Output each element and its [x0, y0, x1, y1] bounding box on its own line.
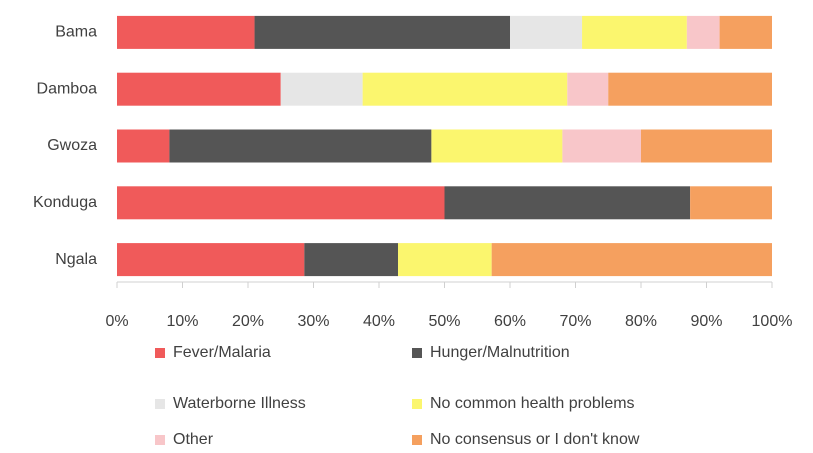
x-tick-label: 0% — [105, 313, 128, 330]
bar-segment — [431, 129, 563, 163]
bar-segment — [117, 243, 305, 277]
x-tick-label: 70% — [559, 313, 591, 330]
legend-swatch — [412, 399, 422, 409]
legend-label: No consensus or I don't know — [430, 431, 640, 448]
legend-swatch — [412, 348, 422, 358]
x-tick-label: 40% — [363, 313, 395, 330]
legend-swatch — [412, 435, 422, 445]
bar-segment — [362, 72, 568, 106]
bar-segment — [444, 186, 691, 220]
y-tick-label: Damboa — [37, 80, 98, 97]
y-tick-label: Konduga — [33, 194, 97, 211]
bar-segment — [117, 186, 445, 220]
bar-segment — [582, 15, 687, 49]
bar-segment — [562, 129, 641, 163]
y-tick-label: Ngala — [55, 251, 97, 268]
legend-swatch — [155, 399, 165, 409]
x-tick-label: 50% — [428, 313, 460, 330]
bar-segment — [304, 243, 398, 277]
bar-segment — [491, 243, 772, 277]
bar-segment — [641, 129, 772, 163]
legend-label: Fever/Malaria — [173, 344, 271, 361]
legend-swatch — [155, 435, 165, 445]
y-tick-label: Gwoza — [47, 137, 97, 154]
bar-segment — [117, 72, 281, 106]
bar-segment — [608, 72, 772, 106]
legend-label: Waterborne Illness — [173, 395, 306, 412]
x-tick-label: 100% — [752, 313, 793, 330]
x-tick-label: 80% — [625, 313, 657, 330]
y-tick-label: Bama — [55, 24, 97, 41]
x-tick-label: 90% — [690, 313, 722, 330]
bar-segment — [719, 15, 772, 49]
bar-segment — [397, 243, 492, 277]
bar-segment — [567, 72, 609, 106]
bar-segment — [117, 129, 170, 163]
bar-segment — [117, 15, 255, 49]
bar-segment — [280, 72, 363, 106]
legend-label: Hunger/Malnutrition — [430, 344, 570, 361]
legend-label: No common health problems — [430, 395, 635, 412]
x-tick-label: 30% — [297, 313, 329, 330]
x-tick-label: 20% — [232, 313, 264, 330]
bar-segment — [690, 186, 772, 220]
legend-label: Other — [173, 431, 214, 448]
bar-segment — [686, 15, 720, 49]
legend-swatch — [155, 348, 165, 358]
bar-segment — [510, 15, 583, 49]
x-tick-label: 60% — [494, 313, 526, 330]
bar-segment — [254, 15, 510, 49]
bar-segment — [169, 129, 432, 163]
x-tick-label: 10% — [166, 313, 198, 330]
